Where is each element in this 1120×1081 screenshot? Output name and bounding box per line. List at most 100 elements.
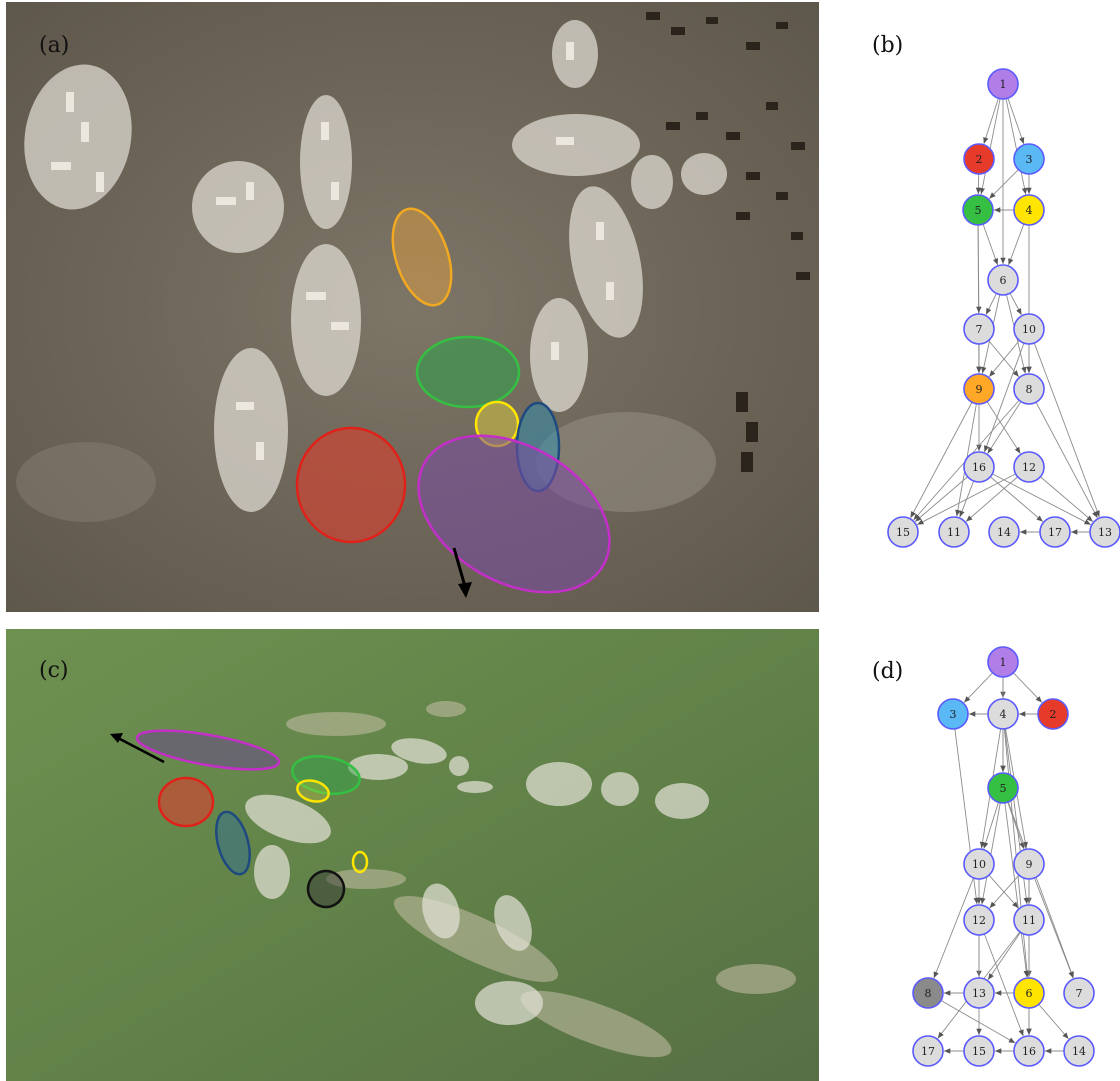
aerial-photo-a: (a) xyxy=(6,2,819,612)
graph-d-node-9: 9 xyxy=(1013,848,1045,880)
graph-d-node-circle xyxy=(1063,1035,1095,1067)
graph-b-node-label: 14 xyxy=(997,526,1011,539)
graph-d-node-label: 6 xyxy=(1026,987,1033,1000)
group-ellipse xyxy=(391,738,447,764)
graph-d-edge-11-13 xyxy=(987,932,1021,981)
graph-b-edge-1-4 xyxy=(1005,98,1028,195)
yellow-group-ellipse xyxy=(296,779,330,803)
graph-b-node-label: 9 xyxy=(976,383,983,396)
graph-b-node-label: 4 xyxy=(1026,204,1033,217)
graph-d-node-3: 3 xyxy=(937,698,969,730)
group-ellipse xyxy=(254,845,290,899)
graph-d-node-circle xyxy=(987,646,1019,678)
group-ellipse xyxy=(422,883,460,939)
graph-d-edge-6-14 xyxy=(1038,1004,1069,1040)
graph-b-node-circle xyxy=(1013,451,1045,483)
graph-b-edge-10-9 xyxy=(988,340,1020,377)
graph-d-node-circle xyxy=(963,977,995,1009)
graph-b-edge-16-15 xyxy=(914,476,968,522)
graph-b-edge-6-7 xyxy=(985,293,997,315)
graph-d-node-label: 3 xyxy=(950,708,957,721)
dark-group-ellipse xyxy=(306,869,346,909)
graph-b-node-10: 10 xyxy=(1013,313,1045,345)
graph-b-node-circle xyxy=(1089,516,1120,548)
graph-d-node-8: 8 xyxy=(912,977,944,1009)
graph-d-node-label: 14 xyxy=(1072,1045,1086,1058)
graph-d-node-circle xyxy=(912,977,944,1009)
graph-d-node-label: 16 xyxy=(1022,1045,1036,1058)
graph-d-node-label: 11 xyxy=(1022,914,1036,927)
graph-b-node-label: 12 xyxy=(1022,461,1036,474)
purple-group-ellipse xyxy=(135,729,281,771)
graph-b-node-label: 2 xyxy=(976,153,983,166)
graph-b-node-16: 16 xyxy=(963,451,995,483)
grass-background xyxy=(6,629,819,1081)
graph-b-edge-12-11 xyxy=(965,476,1018,522)
graph-d-node-circle xyxy=(1013,1035,1045,1067)
graph-d-node-1: 1 xyxy=(987,646,1019,678)
group-ellipse xyxy=(24,64,132,210)
graph-d-edge-5-7 xyxy=(1007,801,1074,979)
graph-d-edge-4-6 xyxy=(1003,728,1030,978)
direction-arrow xyxy=(117,736,165,764)
group-ellipse xyxy=(291,244,361,396)
graph-b-node-label: 13 xyxy=(1098,526,1112,539)
graph-b-node-label: 8 xyxy=(1026,383,1033,396)
graph-b-edge-16-17 xyxy=(990,476,1044,522)
graph-b-node-5: 5 xyxy=(962,194,994,226)
graph-d-node-circle xyxy=(987,698,1019,730)
graph-b-node-circle xyxy=(963,451,995,483)
ground-background xyxy=(6,2,819,612)
purple-group-ellipse xyxy=(417,434,611,594)
graph-b-node-12: 12 xyxy=(1013,451,1045,483)
graph-b-edge-8-13 xyxy=(1035,402,1098,519)
group-ellipse xyxy=(192,161,284,253)
graph-d-node-label: 17 xyxy=(921,1045,935,1058)
graph-b-node-circle xyxy=(938,516,970,548)
graph-b-node-9: 9 xyxy=(963,373,995,405)
direction-arrowhead xyxy=(110,733,123,743)
yellow-small-group-ellipse xyxy=(351,850,369,874)
group-ellipse xyxy=(348,754,408,780)
graph-d-node-circle xyxy=(1063,977,1095,1009)
ground-patch xyxy=(16,442,156,522)
graph-b-node-label: 17 xyxy=(1048,526,1062,539)
graph-d-node-15: 15 xyxy=(963,1035,995,1067)
green-group-ellipse xyxy=(415,335,521,409)
graph-d-node-17: 17 xyxy=(912,1035,944,1067)
green-group-ellipse xyxy=(291,755,361,795)
red-group-ellipse xyxy=(295,426,407,544)
graph-b-edge-6-10 xyxy=(1009,293,1022,316)
graph-d-node-circle xyxy=(937,698,969,730)
graph-b-node-2: 2 xyxy=(963,143,995,175)
graph-b-node-circle xyxy=(988,516,1020,548)
red-group-ellipse xyxy=(157,776,215,828)
graph-d-node-label: 15 xyxy=(972,1045,986,1058)
graph-b-node-label: 11 xyxy=(947,526,961,539)
graph-b-edge-5-6 xyxy=(982,223,999,266)
graph-b-node-8: 8 xyxy=(1013,373,1045,405)
graph-b-edge-1-2 xyxy=(983,98,999,144)
group-ellipses xyxy=(24,20,727,512)
direction-arrowhead xyxy=(458,582,472,598)
graph-d-node-11: 11 xyxy=(1013,904,1045,936)
graph-b-node-1: 1 xyxy=(987,68,1019,100)
group-ellipse xyxy=(552,20,598,88)
graph-b-node-circle xyxy=(1013,194,1045,226)
graph-b-edge-10-13 xyxy=(1033,342,1100,518)
graph-d-node-label: 12 xyxy=(972,914,986,927)
graph-b-node-circle xyxy=(1013,143,1045,175)
group-ellipse xyxy=(214,348,288,512)
graph-b-node-label: 7 xyxy=(976,323,983,336)
graph-d-node-circle xyxy=(1013,848,1045,880)
group-ellipse xyxy=(449,756,469,776)
graph-d-edge-12-16 xyxy=(983,933,1024,1037)
panel-label-d: (d) xyxy=(872,659,903,684)
graph-d-edge-10-8 xyxy=(933,877,974,979)
graph-d-node-label: 13 xyxy=(972,987,986,1000)
graph-d-node-label: 8 xyxy=(925,987,932,1000)
graph-d-edge-8-16 xyxy=(940,1000,1016,1044)
graph-d-node-circle xyxy=(912,1035,944,1067)
